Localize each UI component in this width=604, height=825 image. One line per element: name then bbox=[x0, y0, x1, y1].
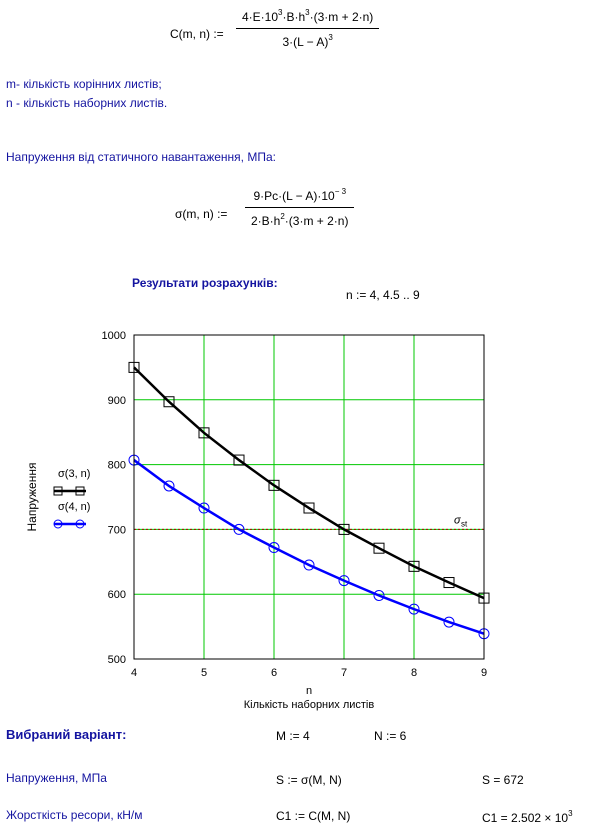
x-tick-label: 8 bbox=[411, 667, 417, 679]
y-tick-label: 700 bbox=[108, 524, 126, 536]
row-stiff-def: C1 := C(M, N) bbox=[276, 809, 351, 823]
x-tick-label: 6 bbox=[271, 667, 277, 679]
data-point-circle bbox=[268, 542, 280, 554]
reference-line-label: σ bbox=[454, 514, 461, 526]
formula-sigma-denominator: 2·B·h2·(3·m + 2·n) bbox=[251, 212, 349, 228]
legend-label: σ(3, n) bbox=[58, 468, 90, 480]
data-point-square bbox=[443, 577, 455, 589]
data-point-circle bbox=[373, 589, 385, 601]
chosen-m: M := 4 bbox=[276, 729, 310, 743]
data-point-circle bbox=[338, 575, 350, 587]
y-tick-label: 900 bbox=[108, 395, 126, 407]
results-heading: Результати розрахунків: bbox=[132, 276, 278, 290]
row-stress-val: S = 672 bbox=[482, 773, 524, 787]
data-point-circle bbox=[163, 480, 175, 492]
plot-frame bbox=[133, 334, 485, 660]
data-point-circle bbox=[408, 603, 420, 615]
y-axis-label: Напруження bbox=[25, 463, 39, 532]
legend-marker bbox=[53, 519, 63, 529]
data-point-circle bbox=[443, 616, 455, 628]
legend-label: σ(4, n) bbox=[58, 501, 90, 513]
formula-c-lhs: C(m, n) := bbox=[170, 27, 224, 41]
row-stiff-val: C1 = 2.502 × 103 bbox=[482, 809, 573, 825]
legend-marker bbox=[75, 519, 85, 529]
chosen-heading: Вибраний варіант: bbox=[6, 727, 127, 742]
y-tick-label: 500 bbox=[108, 654, 126, 666]
row-stress-label: Напруження, МПа bbox=[6, 771, 107, 785]
reference-line-group: σ st bbox=[134, 514, 484, 530]
formula-sigma-lhs: σ(m, n) := bbox=[175, 207, 228, 221]
x-tick-label: 4 bbox=[131, 667, 137, 679]
data-point-square bbox=[268, 479, 280, 491]
stress-heading: Напруження від статичного навантаження, … bbox=[6, 150, 276, 164]
data-point-circle bbox=[233, 523, 245, 535]
data-point-square bbox=[338, 523, 350, 535]
series-line bbox=[133, 459, 485, 635]
range-definition: n := 4, 4.5 .. 9 bbox=[346, 288, 420, 302]
reference-line-label-sub: st bbox=[461, 519, 468, 528]
data-point-square bbox=[198, 427, 210, 439]
data-point-square bbox=[373, 542, 385, 554]
formula-sigma-fraction: 9·Pc·(L − A)·10− 3 2·B·h2·(3·m + 2·n) bbox=[245, 187, 355, 228]
formula-c-fraction: 4·E·103·B·h3·(3·m + 2·n) 3·(L − A)3 bbox=[236, 8, 380, 49]
tick-labels: 4 5 6 7 8 9 500 600 700 800 900 1000 bbox=[102, 330, 488, 679]
legend-marker bbox=[53, 486, 63, 496]
x-tick-label: 9 bbox=[481, 667, 487, 679]
data-point-square bbox=[408, 560, 420, 572]
data-point-circle bbox=[198, 502, 210, 514]
x-axis-label: n bbox=[306, 685, 312, 697]
formula-sigma-numerator: 9·Pc·(L − A)·10− 3 bbox=[253, 187, 347, 203]
formula-c-numerator: 4·E·103·B·h3·(3·m + 2·n) bbox=[242, 8, 374, 24]
data-point-circle bbox=[303, 559, 315, 571]
formula-c-denominator: 3·(L − A)3 bbox=[282, 33, 333, 49]
x-tick-label: 5 bbox=[201, 667, 207, 679]
legend: σ(3, n) σ(4, n) bbox=[53, 468, 90, 529]
stress-chart: σ st 4 5 6 7 8 9 500 600 700 800 900 1000 σ(3, n) σ(4… bbox=[25, 330, 490, 711]
chosen-n: N := 6 bbox=[374, 729, 407, 743]
row-stress-def: S := σ(M, N) bbox=[276, 773, 342, 787]
y-tick-label: 1000 bbox=[102, 330, 126, 342]
series-line bbox=[133, 366, 485, 600]
note-n: n - кількість наборних листів. bbox=[6, 96, 168, 110]
series-group bbox=[128, 361, 490, 640]
y-tick-label: 800 bbox=[108, 460, 126, 472]
data-point-square bbox=[233, 454, 245, 466]
legend-marker bbox=[75, 486, 85, 496]
data-point-square bbox=[303, 502, 315, 514]
data-point-square bbox=[163, 396, 175, 408]
row-stiff-label: Жорсткість ресори, кН/м bbox=[6, 808, 143, 822]
x-axis-label-2: Кількість наборних листів bbox=[244, 699, 375, 711]
note-m: m- кількість корінних листів; bbox=[6, 77, 162, 91]
y-tick-label: 600 bbox=[108, 589, 126, 601]
x-tick-label: 7 bbox=[341, 667, 347, 679]
